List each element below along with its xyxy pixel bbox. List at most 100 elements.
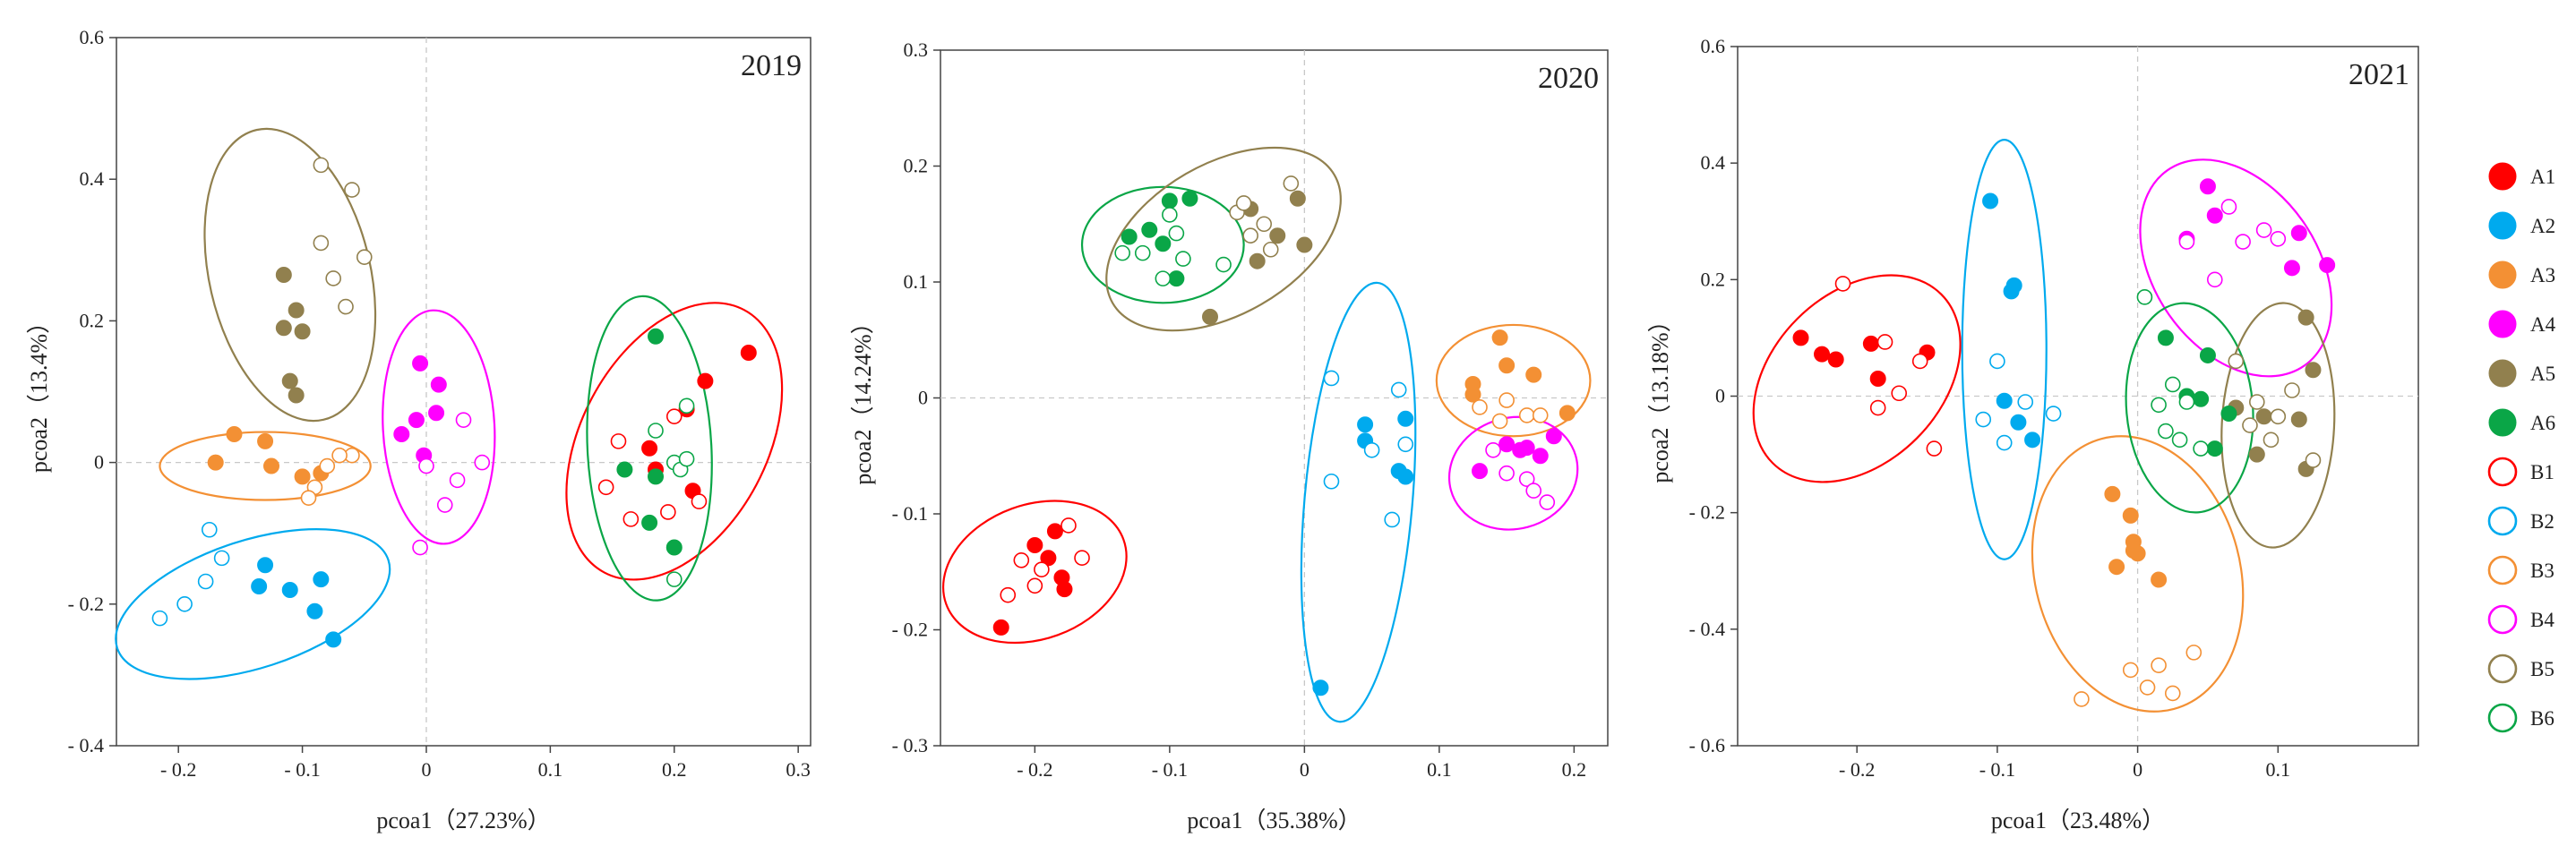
confidence-ellipse-a4 bbox=[2139, 158, 2333, 378]
x-tick-label: - 0.1 bbox=[284, 758, 320, 781]
confidence-ellipse-a1 bbox=[1752, 274, 1962, 483]
point-a2 bbox=[1996, 392, 2013, 409]
point-a2 bbox=[2005, 277, 2022, 294]
legend: A1 A2 A3 A4 A5 A6 B1 B2 B3 B4 B5 B6 bbox=[2487, 162, 2556, 733]
point-b2 bbox=[2017, 394, 2034, 410]
point-b6 bbox=[2178, 394, 2195, 410]
confidence-ellipse-a5 bbox=[1105, 146, 1342, 332]
legend-label-b2: B2 bbox=[2530, 510, 2555, 533]
point-a3 bbox=[2122, 507, 2139, 524]
point-a5 bbox=[1249, 252, 1266, 269]
point-b1 bbox=[1026, 577, 1043, 594]
legend-marker-b3 bbox=[2487, 555, 2518, 585]
point-b1 bbox=[660, 504, 676, 520]
point-a4 bbox=[1545, 428, 1562, 445]
point-b6 bbox=[665, 571, 683, 587]
point-b5 bbox=[1242, 227, 1258, 244]
point-a5 bbox=[1296, 236, 1313, 253]
x-tick-label: - 0.2 bbox=[1017, 758, 1052, 781]
point-b1 bbox=[1834, 276, 1851, 292]
point-b6 bbox=[678, 450, 695, 467]
point-b4 bbox=[436, 497, 453, 513]
legend-marker-a4 bbox=[2488, 310, 2517, 338]
x-tick-label: 0 bbox=[421, 758, 431, 781]
point-b1 bbox=[597, 479, 614, 496]
pcoa-panel-2020: - 0.2 - 0.1 0 0.1 0.2 - 0.3 - 0.2 - 0.1 0 0.1 0.2 0… bbox=[850, 38, 1609, 833]
legend-label-b5: B5 bbox=[2530, 658, 2555, 680]
point-a3 bbox=[1498, 357, 1516, 374]
point-b4 bbox=[474, 454, 491, 471]
point-b3 bbox=[319, 457, 336, 474]
point-b2 bbox=[1975, 411, 1992, 428]
point-b1 bbox=[1869, 399, 1886, 416]
panel-title: 2021 bbox=[2348, 58, 2409, 91]
y-tick-label: - 0.2 bbox=[68, 593, 104, 615]
point-b2 bbox=[151, 610, 168, 627]
point-a6 bbox=[1181, 190, 1198, 207]
point-b5 bbox=[1235, 195, 1252, 211]
point-b2 bbox=[1323, 473, 1340, 490]
point-b2 bbox=[1363, 441, 1380, 458]
point-b6 bbox=[1168, 225, 1185, 242]
point-a4 bbox=[1498, 436, 1516, 453]
point-b4 bbox=[1485, 441, 1501, 458]
point-a5 bbox=[1269, 227, 1286, 244]
point-b6 bbox=[1215, 256, 1232, 273]
point-b1 bbox=[1034, 561, 1050, 577]
point-a3 bbox=[2108, 559, 2125, 576]
point-b6 bbox=[1155, 270, 1172, 286]
y-tick-label: - 0.3 bbox=[892, 734, 928, 756]
x-axis-label: pcoa1（27.23%） bbox=[376, 807, 550, 833]
y-tick-label: 0 bbox=[94, 451, 104, 474]
y-tick-label: 0.3 bbox=[904, 38, 929, 61]
y-tick-label: 0.2 bbox=[904, 155, 929, 177]
point-b3 bbox=[1532, 407, 1549, 423]
point-a3 bbox=[207, 454, 224, 471]
point-a5 bbox=[2297, 309, 2314, 326]
x-tick-label: 0.1 bbox=[1427, 758, 1452, 781]
confidence-ellipse-a3 bbox=[2031, 435, 2245, 713]
point-b5 bbox=[338, 298, 354, 315]
point-b2 bbox=[197, 573, 214, 590]
point-a1 bbox=[697, 372, 714, 389]
confidence-ellipse-a2 bbox=[1300, 281, 1417, 723]
point-a5 bbox=[281, 372, 298, 389]
point-a2 bbox=[2010, 414, 2027, 431]
point-a3 bbox=[257, 432, 274, 449]
y-tick-label: - 0.6 bbox=[1689, 734, 1725, 756]
y-tick-label: 0.2 bbox=[80, 309, 105, 331]
legend-marker-a1 bbox=[2488, 162, 2517, 191]
point-a4 bbox=[393, 425, 410, 442]
point-b2 bbox=[1323, 370, 1340, 387]
point-a6 bbox=[648, 468, 665, 485]
point-b3 bbox=[300, 490, 317, 506]
point-b4 bbox=[449, 472, 466, 489]
point-a6 bbox=[2157, 329, 2174, 346]
point-a5 bbox=[294, 323, 311, 340]
confidence-ellipse-a3 bbox=[1435, 323, 1592, 438]
point-b2 bbox=[1989, 353, 2005, 370]
point-a2 bbox=[1397, 410, 1414, 427]
point-b2 bbox=[201, 521, 218, 538]
confidence-ellipse-a2 bbox=[1961, 139, 2048, 560]
point-b4 bbox=[455, 412, 472, 428]
point-b1 bbox=[623, 511, 640, 527]
confidence-ellipse-a4 bbox=[382, 309, 496, 545]
point-b3 bbox=[1498, 392, 1515, 408]
point-b5 bbox=[325, 270, 341, 286]
y-axis-label: pcoa2（14.24%） bbox=[850, 311, 876, 484]
legend-label-b4: B4 bbox=[2530, 609, 2555, 631]
point-b4 bbox=[1525, 483, 1542, 499]
point-a5 bbox=[288, 302, 305, 319]
point-b4 bbox=[1539, 494, 1556, 510]
point-b1 bbox=[1891, 385, 1908, 402]
x-axis-label: pcoa1（23.48%） bbox=[1991, 807, 2165, 833]
point-a6 bbox=[1141, 221, 1158, 238]
point-a3 bbox=[1525, 366, 1542, 383]
point-a2 bbox=[1982, 192, 1999, 209]
confidence-ellipse-a1 bbox=[565, 302, 784, 581]
pcoa-panel-2021: - 0.2 - 0.1 0 0.1 - 0.6 - 0.4 - 0.2 0 0.2 0.4 0.6 p… bbox=[1647, 35, 2419, 833]
x-tick-label: 0 bbox=[2133, 758, 2142, 781]
point-b5 bbox=[1262, 241, 1279, 258]
